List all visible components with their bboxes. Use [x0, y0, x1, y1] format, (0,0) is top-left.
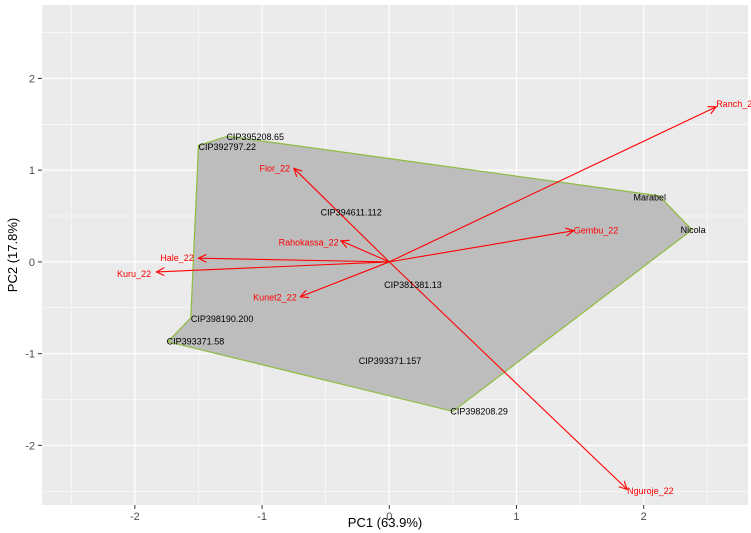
- vector-nguroje-22: [388, 261, 627, 490]
- y-tick-label: 1: [29, 165, 35, 177]
- y-tick-label: -2: [25, 440, 35, 452]
- genotype-label-cip392797-22: CIP392797.22: [198, 142, 256, 152]
- y-tick-label: 2: [29, 73, 35, 85]
- x-tick-label: -2: [130, 511, 140, 523]
- vector-ranch-22: [389, 107, 716, 263]
- vector-gembu-22: [389, 231, 573, 263]
- y-tick-label: 0: [29, 257, 35, 269]
- y-tick-label: -1: [25, 349, 35, 361]
- genotype-label-cip381381-13: CIP381381.13: [384, 280, 442, 290]
- vector-hale-22: [198, 258, 390, 262]
- env-label-rahokassa-22: Rahokassa_22: [279, 238, 339, 248]
- genotype-label-cip395208-65: CIP395208.65: [226, 132, 284, 142]
- x-tick-label: 0: [386, 511, 392, 523]
- y-axis-title: PC2 (17.8%): [5, 218, 20, 292]
- genotype-label-cip398208-29: CIP398208.29: [450, 406, 508, 416]
- genotype-hull: [166, 135, 693, 413]
- vector-rahokassa-22: [341, 241, 390, 263]
- env-label-kuru-22: Kuru_22: [117, 269, 151, 279]
- genotype-label-cip394611-112: CIP394611.112: [321, 207, 382, 217]
- x-tick-label: 1: [513, 511, 519, 523]
- genotype-label-marabel: Marabel: [634, 193, 667, 203]
- x-axis-title: PC1 (63.9%): [348, 515, 422, 530]
- env-label-kunet2-22: Kunet2_22: [253, 293, 297, 303]
- env-label-hale-22: Hale_22: [160, 253, 194, 263]
- vector-kunet2-22: [300, 261, 390, 297]
- env-label-ranch-22: Ranch_22: [716, 99, 751, 109]
- genotype-label-cip393371-58: CIP393371.58: [167, 337, 225, 347]
- genotype-label-cip398190-200: CIP398190.200: [191, 314, 254, 324]
- env-label-fior-22: Fior_22: [260, 163, 291, 173]
- x-tick-label: 2: [641, 511, 647, 523]
- env-label-nguroje-22: Nguroje_22: [627, 486, 674, 496]
- vector-fior-22: [294, 168, 390, 263]
- vector-kuru-22: [156, 261, 390, 272]
- genotype-label-cip393371-157: CIP393371.157: [359, 356, 422, 366]
- genotype-label-nicola: Nicola: [681, 225, 706, 235]
- x-tick-label: -1: [257, 511, 267, 523]
- env-label-gembu-22: Gembu_22: [574, 226, 619, 236]
